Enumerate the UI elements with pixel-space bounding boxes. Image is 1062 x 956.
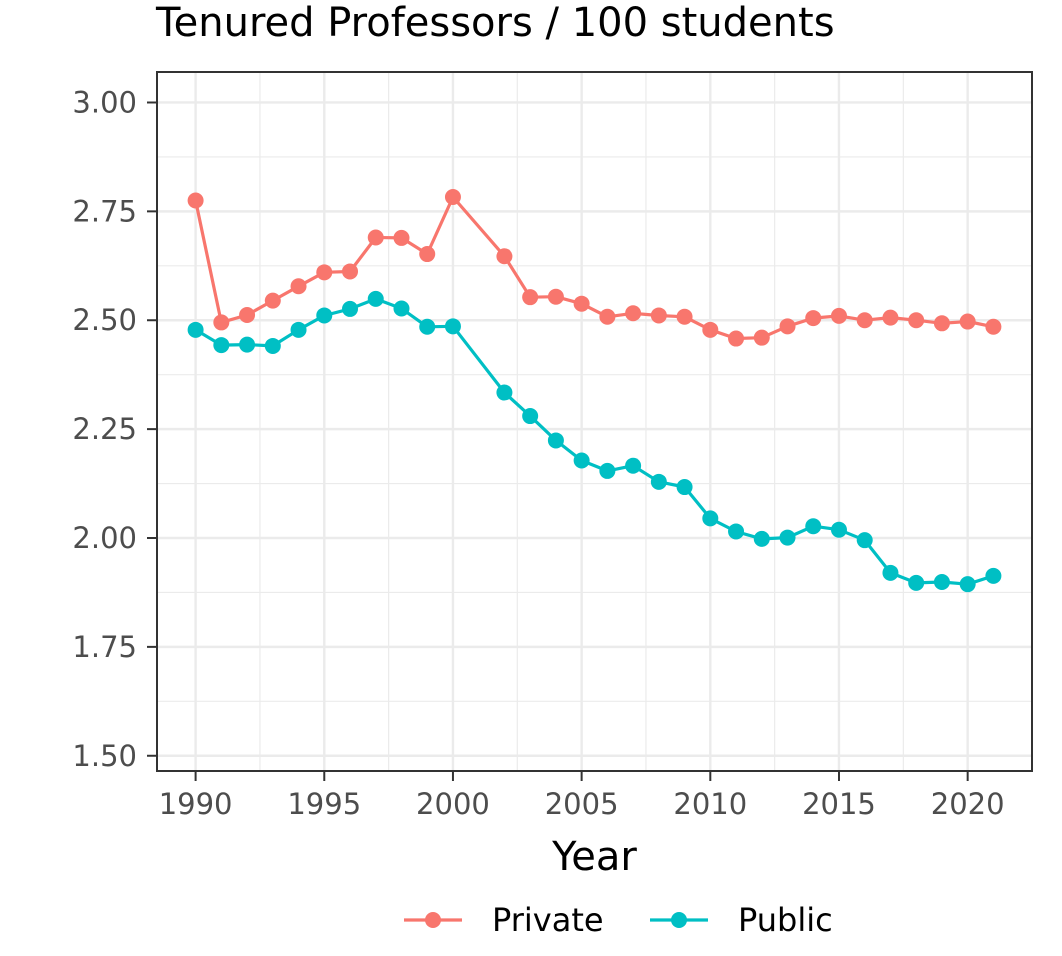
y-tick-label: 1.75 <box>72 630 137 664</box>
data-point-private <box>316 264 333 281</box>
data-point-private <box>676 308 693 325</box>
data-point-private <box>290 278 307 295</box>
data-point-public <box>599 462 616 479</box>
data-point-private <box>264 292 281 309</box>
chart-title: Tenured Professors / 100 students <box>156 0 835 46</box>
data-point-public <box>753 530 770 547</box>
data-point-private <box>933 315 950 332</box>
data-point-private <box>728 330 745 347</box>
y-tick-label: 3.00 <box>72 85 137 119</box>
data-point-public <box>959 576 976 593</box>
data-point-private <box>650 307 667 324</box>
data-point-public <box>187 321 204 338</box>
data-point-public <box>213 337 230 354</box>
data-point-public <box>933 573 950 590</box>
data-point-private <box>496 248 513 265</box>
data-point-private <box>213 314 230 331</box>
legend-marker-private <box>425 912 441 928</box>
data-point-public <box>676 479 693 496</box>
data-point-public <box>625 457 642 474</box>
legend-label-public: Public <box>738 901 833 939</box>
x-tick-label: 1995 <box>287 787 361 821</box>
data-point-public <box>522 408 539 425</box>
y-tick-label: 2.25 <box>72 412 137 446</box>
data-point-public <box>573 452 590 469</box>
data-point-private <box>444 188 461 205</box>
data-point-private <box>908 312 925 329</box>
data-point-private <box>187 192 204 209</box>
data-point-private <box>573 295 590 312</box>
legend: Private Public <box>404 901 833 939</box>
data-point-public <box>650 473 667 490</box>
data-point-private <box>856 312 873 329</box>
series-layer <box>187 188 1002 593</box>
data-point-public <box>316 307 333 324</box>
x-tick-label: 2010 <box>673 787 747 821</box>
data-point-private <box>985 318 1002 335</box>
data-point-public <box>342 300 359 317</box>
data-point-public <box>856 532 873 549</box>
minor-gridlines <box>157 72 1032 771</box>
data-point-private <box>779 318 796 335</box>
data-point-public <box>239 336 256 353</box>
x-tick-label: 1990 <box>159 787 233 821</box>
data-point-public <box>264 337 281 354</box>
data-point-public <box>702 510 719 527</box>
data-point-private <box>419 246 436 263</box>
data-point-public <box>444 318 461 335</box>
data-point-public <box>393 300 410 317</box>
legend-label-private: Private <box>492 901 604 939</box>
data-point-public <box>985 567 1002 584</box>
data-point-private <box>367 229 384 246</box>
x-axis-title: Year <box>551 834 637 880</box>
data-point-public <box>496 384 513 401</box>
y-axis: 1.50 1.75 2.00 2.25 2.50 2.75 3.00 <box>72 85 157 773</box>
plot-panel-border <box>156 71 1033 772</box>
data-point-private <box>522 289 539 306</box>
data-point-public <box>419 318 436 335</box>
y-tick-label: 1.50 <box>72 739 137 773</box>
x-tick-label: 2015 <box>802 787 876 821</box>
data-point-private <box>959 313 976 330</box>
data-point-private <box>805 310 822 327</box>
data-point-private <box>702 321 719 338</box>
x-tick-label: 2020 <box>931 787 1005 821</box>
data-point-private <box>239 307 256 324</box>
data-point-public <box>547 432 564 449</box>
data-point-public <box>779 529 796 546</box>
major-gridlines <box>157 72 1032 771</box>
data-point-private <box>342 263 359 280</box>
data-point-private <box>830 307 847 324</box>
legend-marker-public <box>671 912 687 928</box>
y-tick-label: 2.50 <box>72 303 137 337</box>
y-tick-label: 2.75 <box>72 194 137 228</box>
series-line-public <box>194 297 994 586</box>
x-axis: 1990 1995 2000 2005 2010 2015 2020 <box>159 771 1005 821</box>
y-tick-label: 2.00 <box>72 521 137 555</box>
data-point-private <box>393 229 410 246</box>
data-point-public <box>882 564 899 581</box>
data-point-public <box>367 290 384 307</box>
data-point-public <box>805 518 822 535</box>
series-line-private <box>194 195 994 341</box>
x-tick-label: 2000 <box>416 787 490 821</box>
data-point-private <box>547 288 564 305</box>
x-tick-label: 2005 <box>545 787 619 821</box>
data-point-private <box>625 305 642 322</box>
data-point-private <box>753 329 770 346</box>
data-point-public <box>290 321 307 338</box>
data-point-public <box>830 521 847 538</box>
data-point-public <box>728 523 745 540</box>
data-point-public <box>908 574 925 591</box>
data-point-private <box>599 308 616 325</box>
data-point-private <box>882 309 899 326</box>
